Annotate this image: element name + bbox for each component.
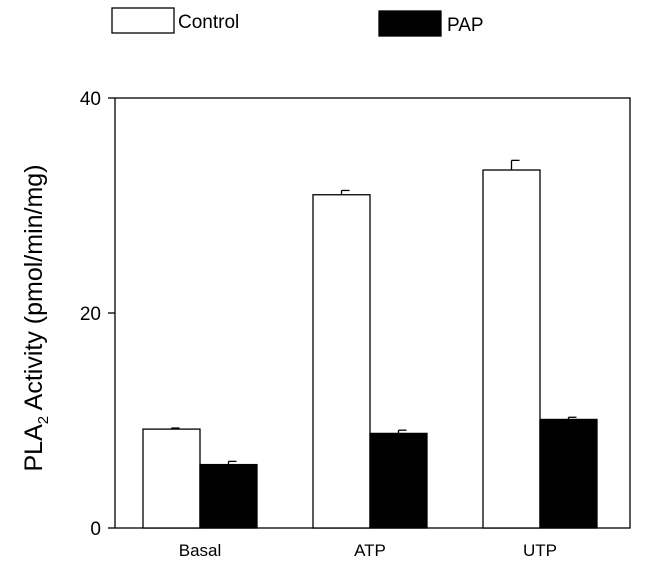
y-axis-label-main: PLA <box>20 424 48 472</box>
y-tick-label: 20 <box>80 304 101 325</box>
bar-pap-atp <box>369 432 428 529</box>
bar-pap-utp <box>539 418 598 529</box>
bar-control-atp <box>312 194 371 529</box>
bar-pap-basal <box>199 463 258 529</box>
legend-swatch-control <box>111 7 175 34</box>
y-axis-label-subscript: 2 <box>35 416 52 424</box>
x-tick-label: UTP <box>523 541 557 560</box>
bar-control-utp <box>482 169 541 529</box>
x-tick-label: ATP <box>354 541 386 560</box>
legend: Control PAP <box>111 7 484 37</box>
y-tick-label: 40 <box>80 89 101 110</box>
bar-control-basal <box>142 428 201 529</box>
legend-swatch-pap <box>378 10 442 37</box>
bars: Basal ATP UTP <box>142 159 598 560</box>
y-axis-label-rest: Activity (pmol/min/mg) <box>20 164 48 415</box>
legend-label-control: Control <box>178 12 239 33</box>
legend-label-pap: PAP <box>447 15 484 36</box>
y-axis-label: PLA2 Activity (pmol/min/mg) <box>20 164 52 471</box>
y-tick-label: 0 <box>90 519 101 540</box>
x-tick-label: Basal <box>179 541 222 560</box>
